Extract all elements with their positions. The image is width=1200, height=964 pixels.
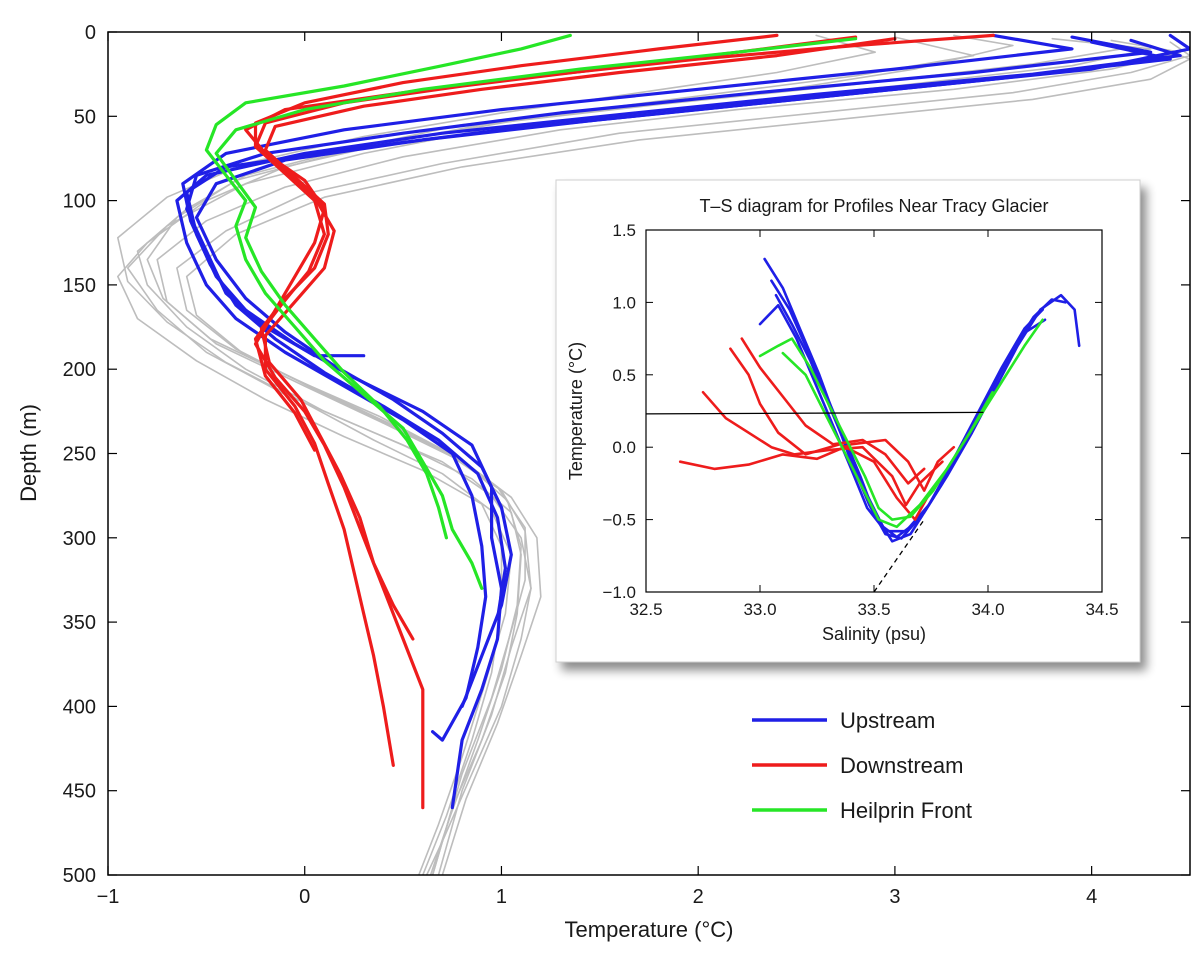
inset-x-tick-label: 33.0 — [743, 600, 776, 619]
main-x-tick-label: 0 — [299, 886, 310, 908]
main-profile-lines — [117, 33, 1190, 875]
ts-horizontal-reference-line — [646, 411, 984, 415]
inset-x-tick-label: 32.5 — [629, 600, 662, 619]
downstream-profile-4 — [253, 33, 779, 452]
main-y-tick-label: 100 — [63, 191, 96, 213]
upstream-profile-4 — [194, 40, 1172, 708]
background-profile-5 — [176, 41, 1190, 875]
main-x-tick-label: 3 — [889, 886, 900, 908]
legend-label: Downstream — [840, 753, 963, 778]
main-x-tick-label: 2 — [693, 886, 704, 908]
ts-upstream-profile-4 — [758, 304, 1047, 533]
inset-reference-lines — [646, 411, 984, 592]
ts-inset: T–S diagram for Profiles Near Tracy Glac… — [555, 179, 1141, 663]
inset-y-tick-label: 0.0 — [612, 438, 636, 457]
legend-label: Upstream — [840, 708, 935, 733]
inset-x-tick-label: 34.5 — [1085, 600, 1118, 619]
background-profile-8 — [185, 44, 1190, 875]
background-profile-7 — [146, 36, 1132, 875]
legend-label: Heilprin Front — [840, 798, 972, 823]
inset-x-ticks: 32.5 33.0 33.5 34.0 34.5 — [629, 230, 1119, 619]
upstream-profile-5 — [181, 33, 1074, 621]
inset-y-tick-label: −0.5 — [602, 511, 636, 530]
legend: Upstream Downstream Heilprin Front — [752, 708, 972, 823]
main-y-axis-label: Depth (m) — [16, 404, 41, 502]
inset-profile-lines — [678, 257, 1081, 543]
heilprin-front-profile-1 — [204, 33, 572, 590]
main-y-tick-label: 50 — [74, 106, 96, 128]
downstream-profile-3 — [259, 37, 897, 641]
main-y-tick-label: 250 — [63, 444, 96, 466]
ts-downstream-profile-4 — [740, 337, 926, 485]
inset-y-tick-label: 0.5 — [612, 366, 636, 385]
ts-downstream-profile-2 — [701, 390, 944, 507]
ts-upstream-profile-3 — [770, 279, 1044, 543]
main-x-axis-label: Temperature (°C) — [565, 917, 734, 942]
inset-x-tick-label: 34.0 — [971, 600, 1004, 619]
ts-downstream-profile-1 — [678, 438, 956, 492]
inset-y-tick-label: 1.0 — [612, 293, 636, 312]
inset-x-axis-label: Salinity (psu) — [822, 624, 926, 644]
ts-heilprin-front-profile-1 — [758, 318, 1044, 521]
upstream-profile-3 — [185, 35, 1153, 358]
legend-item-heilprin-front: Heilprin Front — [752, 798, 972, 823]
main-x-tick-label: 1 — [496, 886, 507, 908]
main-y-ticks: 0 50 100 150 200 250 300 350 400 450 500 — [63, 22, 1190, 887]
inset-y-axis-label: Temperature (°C) — [566, 342, 586, 480]
main-x-tick-label: 4 — [1086, 886, 1097, 908]
main-y-tick-label: 150 — [63, 275, 96, 297]
ts-heilprin-front-profile-2 — [781, 351, 994, 529]
inset-y-tick-label: 1.5 — [612, 221, 636, 240]
main-x-tick-label: −1 — [97, 886, 120, 908]
main-y-tick-label: 300 — [63, 528, 96, 550]
main-y-tick-label: 200 — [63, 359, 96, 381]
inset-y-ticks: −1.0 −0.5 0.0 0.5 1.0 1.5 — [602, 221, 1102, 602]
inset-x-tick-label: 33.5 — [857, 600, 890, 619]
upstream-profile-2 — [175, 38, 1182, 742]
main-plot: −1 0 1 2 3 4 0 50 100 150 200 250 300 350 400 450 500 T… — [16, 22, 1191, 942]
inset-title: T–S diagram for Profiles Near Tracy Glac… — [699, 196, 1048, 216]
main-y-tick-label: 400 — [63, 696, 96, 718]
heilprin-front-profile-2 — [214, 37, 858, 540]
ts-downstream-profile-3 — [729, 347, 933, 521]
main-y-tick-label: 350 — [63, 612, 96, 634]
legend-item-upstream: Upstream — [752, 708, 935, 733]
main-y-tick-label: 0 — [85, 22, 96, 44]
main-y-tick-label: 500 — [63, 865, 96, 887]
main-x-ticks: −1 0 1 2 3 4 — [97, 32, 1097, 908]
ts-dashed-reference-line — [873, 519, 925, 592]
inset-y-tick-label: −1.0 — [602, 583, 636, 602]
main-y-tick-label: 450 — [63, 781, 96, 803]
inset-panel — [555, 179, 1141, 663]
legend-item-downstream: Downstream — [752, 753, 963, 778]
